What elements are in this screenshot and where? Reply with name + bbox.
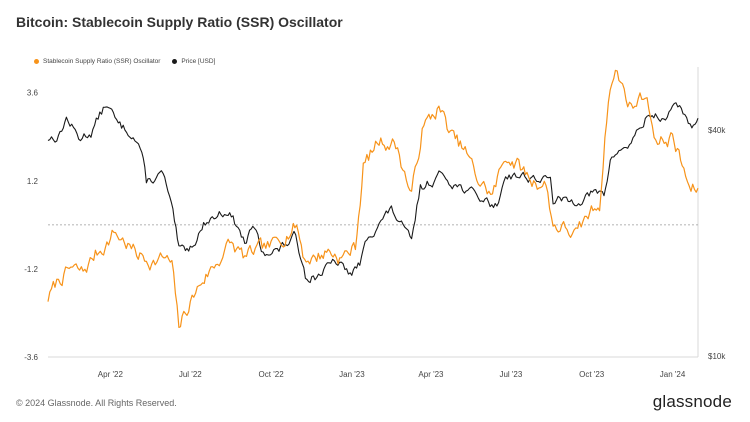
legend-dot-ssr: [34, 59, 39, 64]
x-tick-label: Apr '22: [98, 370, 124, 379]
right-tick-label: $40k: [708, 126, 726, 135]
legend-label-ssr: Stablecoin Supply Ratio (SSR) Oscillator: [43, 58, 161, 65]
x-tick-label: Oct '22: [259, 370, 285, 379]
x-tick-label: Jan '24: [660, 370, 686, 379]
x-tick-label: Jul '22: [179, 370, 202, 379]
x-tick-label: Jul '23: [499, 370, 522, 379]
left-tick-label: 1.2: [27, 177, 39, 186]
left-tick-label: 3.6: [27, 89, 39, 98]
legend-item-price[interactable]: Price [USD]: [172, 58, 215, 65]
x-tick-label: Oct '23: [579, 370, 605, 379]
glassnode-logo: glassnode: [652, 392, 732, 411]
left-tick-label: -3.6: [24, 353, 38, 362]
legend: Stablecoin Supply Ratio (SSR) Oscillator…: [34, 58, 215, 65]
series-line-ssr: [47, 69, 699, 328]
legend-dot-price: [172, 59, 178, 64]
x-tick-label: Jan '23: [339, 370, 365, 379]
chart-title: Bitcoin: Stablecoin Supply Ratio (SSR) O…: [16, 14, 343, 30]
series-line-price: [47, 102, 699, 284]
legend-label-price: Price [USD]: [181, 58, 216, 65]
right-tick-label: $10k: [708, 352, 726, 361]
legend-item-ssr[interactable]: Stablecoin Supply Ratio (SSR) Oscillator: [34, 58, 160, 65]
x-tick-label: Apr '23: [418, 370, 444, 379]
copyright-footer: © 2024 Glassnode. All Rights Reserved.: [16, 398, 177, 408]
left-tick-label: -1.2: [24, 265, 38, 274]
